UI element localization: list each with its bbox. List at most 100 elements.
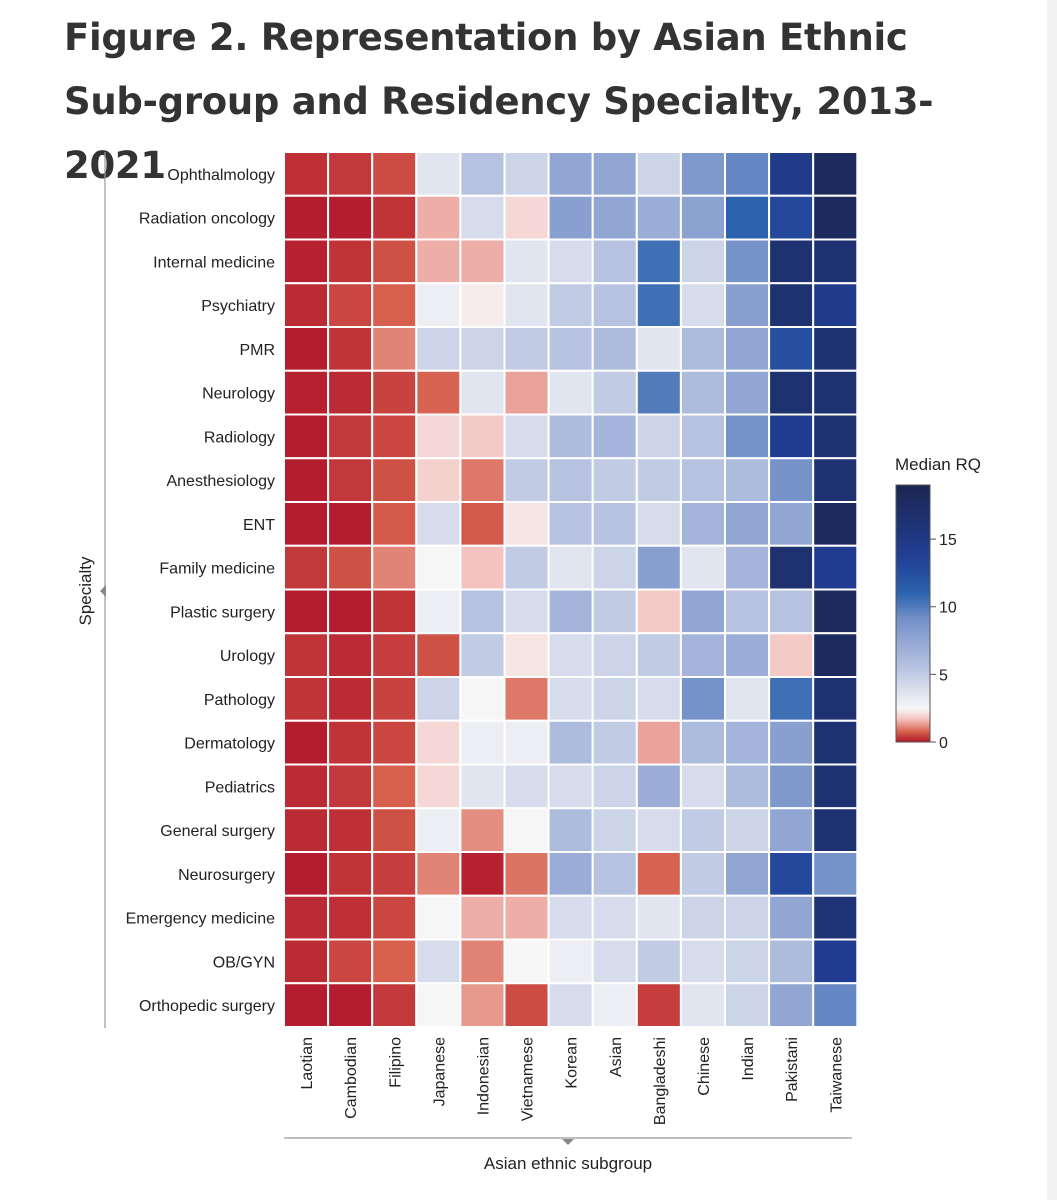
heatmap-cell	[812, 807, 859, 853]
y-tick-label: Family medicine	[159, 561, 275, 578]
x-tick-label: Japanese	[431, 1037, 448, 1106]
heatmap-cell	[283, 151, 330, 197]
colorbar-label: Median RQ	[895, 455, 981, 474]
heatmap-cell	[459, 457, 506, 503]
heatmap-cell	[415, 151, 462, 197]
heatmap-cell	[679, 194, 727, 241]
heatmap-cell	[724, 588, 771, 635]
colorbar-tick-label: 10	[939, 600, 957, 617]
x-tick-label: Chinese	[696, 1037, 713, 1096]
heatmap-cell	[812, 501, 859, 547]
heatmap-cell	[812, 982, 859, 1028]
colorbar	[895, 484, 931, 743]
heatmap-cell	[635, 282, 682, 328]
heatmap-cell	[283, 501, 330, 547]
heatmap-cell	[547, 676, 594, 722]
heatmap-cell	[283, 457, 330, 503]
heatmap-cell	[724, 544, 771, 591]
heatmap-cell	[503, 151, 550, 197]
heatmap-cell	[503, 457, 550, 503]
heatmap-cell	[283, 326, 330, 372]
heatmap-cell	[283, 194, 330, 241]
heatmap-cell	[547, 544, 594, 591]
heatmap-cell	[591, 238, 638, 285]
x-axis-label: Asian ethnic subgroup	[484, 1154, 652, 1173]
heatmap-cell	[768, 282, 815, 328]
heatmap-cell	[503, 194, 550, 241]
heatmap-cell	[591, 894, 638, 941]
heatmap-cell	[591, 982, 638, 1028]
y-tick-label: Emergency medicine	[126, 911, 276, 928]
heatmap-cell	[415, 326, 462, 372]
y-tick-label: PMR	[239, 342, 275, 359]
y-tick-label: Pathology	[204, 692, 275, 709]
heatmap-cell	[635, 894, 682, 941]
heatmap-cell	[327, 851, 374, 897]
heatmap-cell	[327, 151, 374, 197]
heatmap-cell	[547, 938, 594, 985]
heatmap-cell	[679, 894, 727, 941]
heatmap-cell	[547, 588, 594, 635]
heatmap-cell	[371, 413, 418, 460]
page-edge	[1049, 0, 1057, 1200]
heatmap-cell	[371, 807, 418, 853]
heatmap-cell	[503, 326, 550, 372]
heatmap-cell	[724, 151, 771, 197]
x-tick-label: Laotian	[299, 1037, 316, 1090]
heatmap-cell	[812, 238, 859, 285]
heatmap-cell	[371, 194, 418, 241]
figure-title: Figure 2. Representation by Asian Ethnic…	[64, 16, 934, 187]
heatmap-cell	[327, 238, 374, 285]
heatmap-cell	[591, 544, 638, 591]
heatmap-cell	[371, 588, 418, 635]
heatmap-cell	[547, 807, 594, 853]
x-tick-label: Indian	[740, 1037, 757, 1081]
heatmap-cell	[768, 588, 815, 635]
heatmap-cell	[547, 763, 594, 810]
heatmap-cell	[283, 938, 330, 985]
heatmap-cell	[679, 282, 727, 328]
heatmap-cell	[415, 807, 462, 853]
heatmap-cell	[679, 588, 727, 635]
heatmap-cell	[768, 632, 815, 678]
heatmap-cell	[547, 238, 594, 285]
heatmap-cell	[547, 457, 594, 503]
heatmap-cell	[503, 938, 550, 985]
heatmap-cell	[812, 194, 859, 241]
heatmap-cell	[459, 632, 506, 678]
heatmap-cell	[679, 413, 727, 460]
heatmap-cell	[283, 851, 330, 897]
x-axis-caret	[562, 1139, 574, 1145]
heatmap-cell	[768, 719, 815, 766]
heatmap-cell	[635, 851, 682, 897]
x-tick-label: Korean	[564, 1037, 581, 1089]
heatmap-cell	[459, 282, 506, 328]
x-tick-label: Vietnamese	[520, 1037, 537, 1121]
y-axis-label: Specialty	[76, 556, 95, 625]
heatmap-cell	[724, 326, 771, 372]
heatmap-cell	[679, 369, 727, 416]
heatmap-cell	[679, 807, 727, 853]
heatmap-cell	[635, 501, 682, 547]
heatmap-cell	[591, 851, 638, 897]
heatmap-cell	[459, 326, 506, 372]
heatmap-cell	[415, 282, 462, 328]
heatmap-cell	[768, 938, 815, 985]
heatmap-cell	[371, 676, 418, 722]
heatmap-cell	[768, 413, 815, 460]
heatmap-cell	[547, 632, 594, 678]
heatmap-cell	[503, 369, 550, 416]
heatmap-cell	[812, 938, 859, 985]
colorbar-tick-label: 5	[939, 667, 948, 684]
x-tick-label: Filipino	[387, 1037, 404, 1088]
y-tick-label: OB/GYN	[213, 954, 275, 971]
heatmap-cell	[591, 326, 638, 372]
heatmap-cell	[459, 894, 506, 941]
heatmap-cell	[635, 676, 682, 722]
heatmap-cell	[503, 501, 550, 547]
y-tick-label: Pediatrics	[205, 779, 275, 796]
heatmap-cell	[679, 982, 727, 1028]
heatmap-cell	[459, 807, 506, 853]
heatmap-cell	[459, 982, 506, 1028]
heatmap-cell	[459, 151, 506, 197]
